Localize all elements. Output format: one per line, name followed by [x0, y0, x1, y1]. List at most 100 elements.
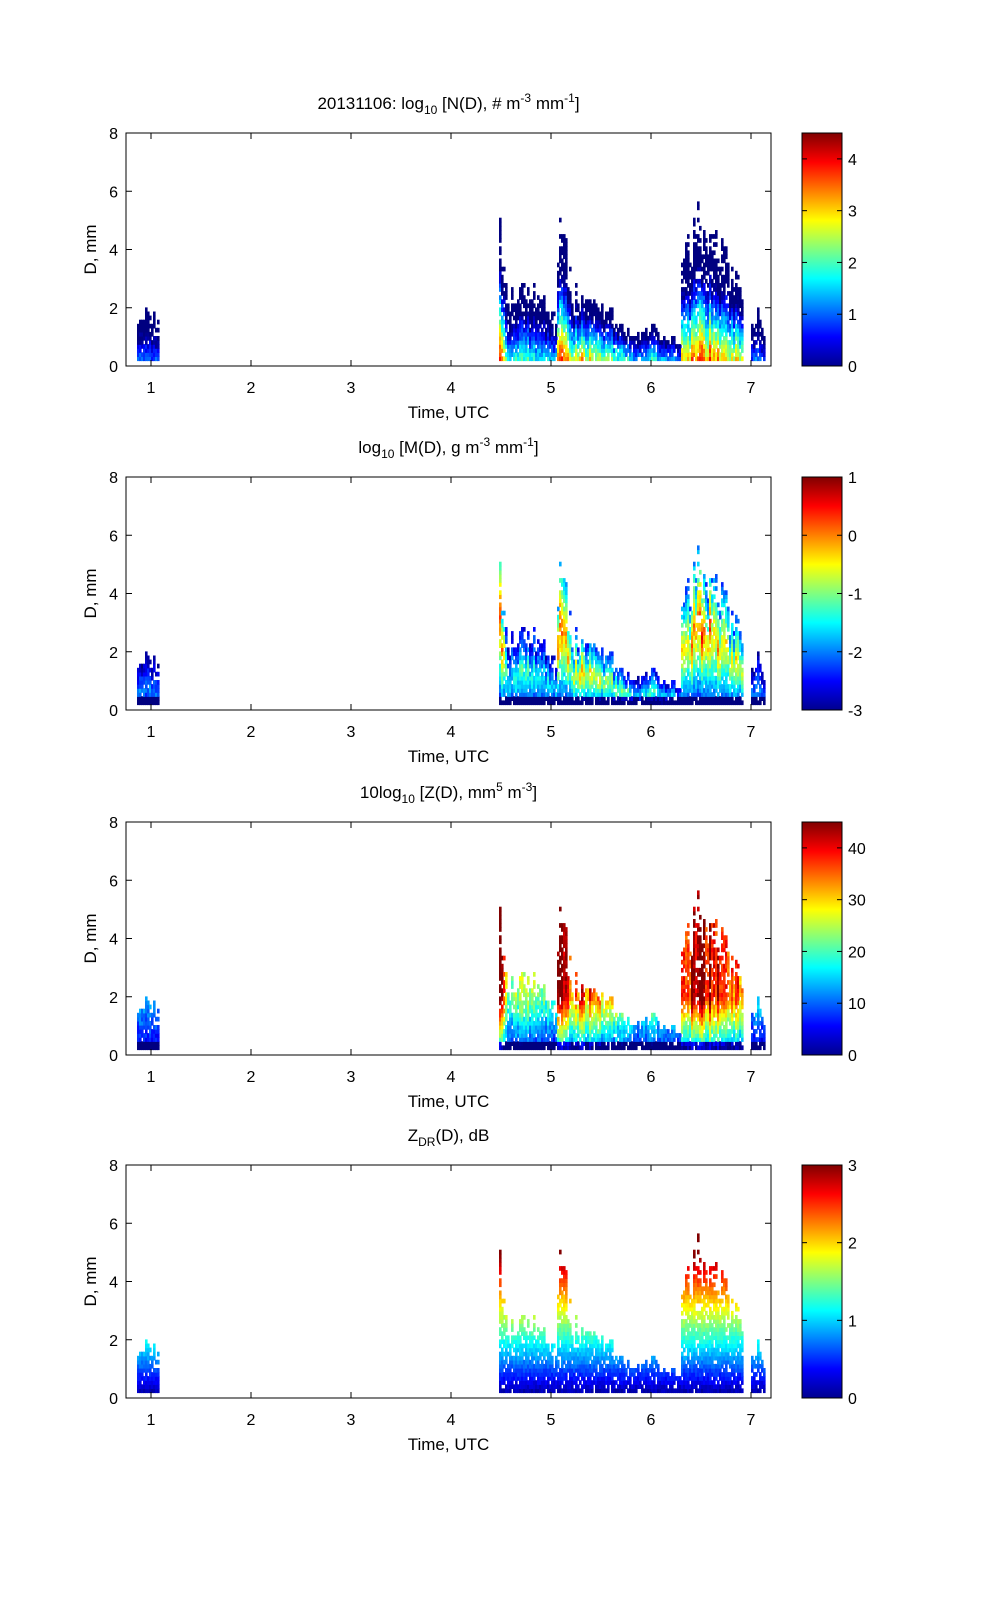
heatmap-cell — [581, 315, 584, 321]
heatmap-cell — [587, 651, 590, 657]
heatmap-cell — [763, 356, 766, 362]
heatmap-cell — [533, 356, 536, 362]
heatmap-cell — [685, 274, 688, 280]
heatmap-cell — [563, 299, 566, 304]
heatmap-cell — [515, 315, 518, 321]
heatmap-cell — [735, 635, 738, 640]
heatmap-cell — [519, 688, 522, 693]
heatmap-cell — [721, 647, 724, 653]
heatmap-cell — [701, 307, 704, 313]
heatmap-cell — [573, 356, 576, 362]
heatmap-cell — [685, 254, 688, 260]
heatmap-cell — [731, 336, 734, 341]
heatmap-cell — [557, 622, 560, 628]
heatmap-cell — [701, 610, 704, 616]
heatmap-cell — [141, 323, 144, 329]
heatmap-cell — [577, 1029, 580, 1034]
heatmap-cell — [499, 667, 502, 673]
heatmap-cell — [143, 700, 146, 706]
heatmap-cell — [651, 1016, 654, 1022]
heatmap-cell — [725, 278, 728, 284]
heatmap-cell — [575, 675, 578, 681]
heatmap-cell — [515, 1041, 518, 1046]
heatmap-cell — [601, 1029, 604, 1034]
heatmap-cell — [593, 688, 596, 693]
heatmap-cell — [517, 299, 520, 304]
heatmap-cell — [709, 323, 712, 329]
heatmap-cell — [145, 356, 148, 362]
heatmap-cell — [689, 696, 692, 701]
heatmap-cell — [563, 250, 566, 256]
colorbar-tick-label: 2 — [848, 255, 857, 272]
heatmap-cell — [611, 1004, 614, 1010]
heatmap-cell — [621, 336, 624, 341]
heatmap-cell — [577, 659, 580, 665]
heatmap-cell — [541, 1016, 544, 1022]
heatmap-cell — [697, 254, 700, 260]
heatmap-cell — [499, 250, 502, 256]
heatmap-cell — [505, 680, 508, 685]
heatmap-cell — [507, 647, 510, 653]
heatmap-cell — [733, 655, 736, 661]
heatmap-cell — [565, 602, 568, 608]
heatmap-cell — [681, 307, 684, 313]
title-mid: m — [503, 783, 522, 802]
heatmap-cell — [513, 688, 516, 693]
heatmap-cell — [699, 250, 702, 256]
heatmap-cell — [741, 356, 744, 362]
heatmap-cell — [139, 1008, 142, 1014]
heatmap-cell — [143, 1008, 146, 1014]
heatmap-cell — [499, 356, 502, 362]
heatmap-cell — [151, 1041, 154, 1046]
heatmap-cell — [711, 598, 714, 604]
heatmap-cell — [689, 671, 692, 677]
heatmap-cell — [137, 1045, 140, 1051]
heatmap-cell — [725, 348, 728, 353]
heatmap-cell — [597, 1004, 600, 1010]
heatmap-cell — [709, 582, 712, 587]
panel-3: 10log10 [Z(D), mm5 m-3]1 2 3 4 5 6 702468Time,… — [81, 780, 866, 1111]
heatmap-cell — [623, 1037, 626, 1042]
heatmap-cell — [717, 295, 720, 300]
heatmap-cell — [509, 327, 512, 333]
heatmap-cell — [713, 667, 716, 673]
heatmap-cell — [139, 692, 142, 697]
heatmap-cell — [705, 331, 708, 337]
heatmap-cell — [157, 356, 160, 362]
heatmap-cell — [713, 692, 716, 697]
heatmap-cell — [139, 323, 142, 329]
heatmap-cell — [593, 988, 596, 993]
heatmap-cell — [693, 586, 696, 591]
heatmap-cell — [575, 992, 578, 998]
heatmap-cell — [569, 1037, 572, 1042]
heatmap-cell — [691, 643, 694, 648]
heatmap-cell — [499, 680, 502, 685]
heatmap-cell — [683, 959, 686, 965]
heatmap-cell — [637, 336, 640, 341]
heatmap-cell — [533, 663, 536, 669]
heatmap-cell — [691, 315, 694, 321]
heatmap-cell — [721, 295, 724, 300]
heatmap-cell — [499, 561, 502, 567]
heatmap-cell — [499, 311, 502, 317]
heatmap-cell — [631, 1025, 634, 1030]
heatmap-cell — [553, 348, 556, 353]
heatmap-cell — [503, 700, 506, 706]
heatmap-cell — [501, 315, 504, 321]
heatmap-cell — [719, 270, 722, 276]
heatmap-cell — [517, 352, 520, 357]
heatmap-cell — [519, 1033, 522, 1038]
heatmap-cell — [613, 1029, 616, 1034]
heatmap-cell — [721, 331, 724, 337]
heatmap-cell — [621, 1045, 624, 1051]
heatmap-cell — [687, 647, 690, 653]
heatmap-cell — [533, 700, 536, 706]
heatmap-cell — [567, 287, 570, 292]
heatmap-cell — [717, 700, 720, 706]
heatmap-cell — [599, 1033, 602, 1038]
heatmap-cell — [149, 684, 152, 689]
heatmap-cell — [617, 1016, 620, 1022]
heatmap-cell — [519, 639, 522, 644]
heatmap-cell — [543, 1004, 546, 1010]
heatmap-cell — [647, 344, 650, 349]
